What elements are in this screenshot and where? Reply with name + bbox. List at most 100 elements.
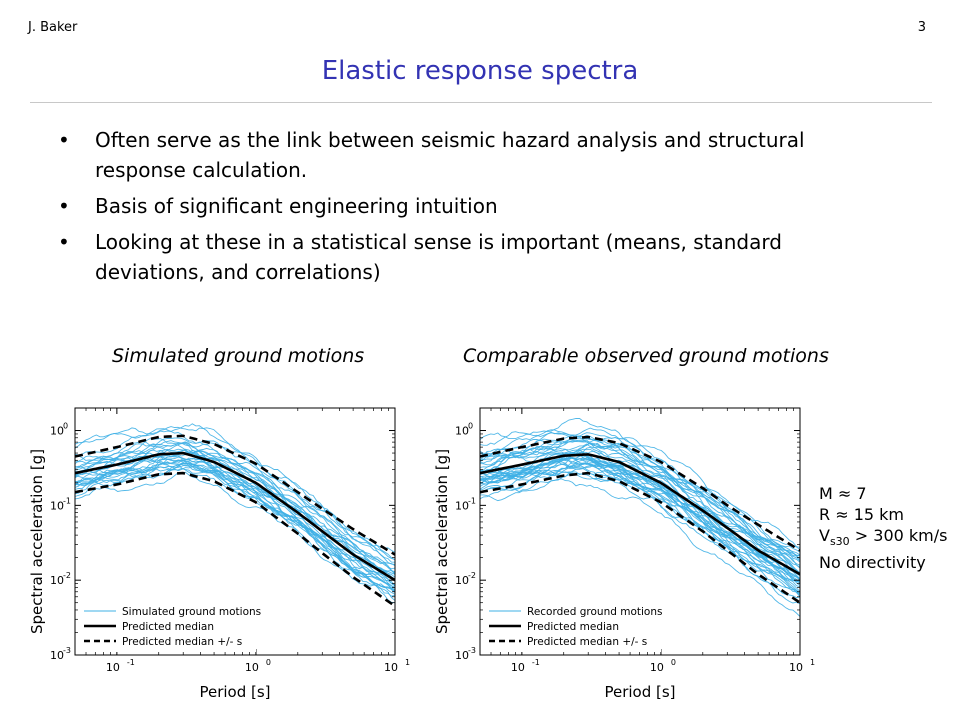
- y-tick-exponent: -2: [468, 571, 476, 580]
- bullet-item: • Looking at these in a statistical sense…: [58, 227, 898, 287]
- record-curve: [75, 423, 395, 553]
- record-curve: [480, 417, 800, 548]
- bullet-icon: •: [58, 230, 70, 254]
- record-curve: [75, 464, 395, 593]
- author-label: J. Baker: [28, 20, 78, 35]
- minus-sigma-line: [480, 471, 800, 604]
- plot-curves: [75, 423, 395, 608]
- y-tick-label: 10: [455, 574, 469, 587]
- x-tick-exponent: 0: [671, 658, 676, 667]
- right-chart-caption: Comparable observed ground motions: [463, 345, 829, 367]
- median-line: [75, 451, 395, 582]
- record-curve: [75, 443, 395, 586]
- y-tick-exponent: -3: [468, 646, 476, 655]
- chart-legend: Simulated ground motions Predicted median…: [78, 600, 261, 652]
- magnitude-param: M ≈ 7: [819, 484, 867, 503]
- record-curve: [75, 449, 395, 566]
- bullet-text: Looking at these in a statistical sense …: [95, 230, 782, 284]
- x-tick-label: 10: [384, 661, 398, 674]
- x-tick-exponent: 0: [266, 658, 271, 667]
- record-curve: [480, 468, 800, 597]
- legend-entry: Predicted median +/- s: [527, 636, 647, 648]
- record-curve: [480, 435, 800, 569]
- directivity-param: No directivity: [819, 553, 926, 573]
- y-tick-label: 10: [455, 649, 469, 662]
- distance-param: R ≈ 15 km: [819, 505, 904, 524]
- y-tick-exponent: 0: [63, 422, 68, 431]
- axes-box: [74, 407, 396, 656]
- y-tick-exponent: -3: [63, 646, 71, 655]
- legend-entry: Predicted median: [527, 621, 619, 633]
- record-curve: [480, 471, 800, 605]
- y-tick-exponent: 0: [468, 422, 473, 431]
- x-tick-exponent: -1: [532, 658, 540, 667]
- x-axis-label: Period [s]: [604, 683, 675, 701]
- record-curve: [480, 437, 800, 556]
- left-chart-caption: Simulated ground motions: [112, 345, 365, 367]
- bullet-list: • Often serve as the link between seismic…: [58, 125, 898, 293]
- plus-sigma-line: [75, 434, 395, 556]
- title-divider: [30, 102, 932, 103]
- record-curve: [75, 471, 395, 601]
- record-curve: [480, 429, 800, 550]
- y-tick-label: 10: [50, 499, 64, 512]
- record-curve: [75, 438, 395, 580]
- scenario-parameters: M ≈ 7 R ≈ 15 km Vs30 > 300 km/s No direc…: [819, 483, 947, 573]
- x-tick-exponent: 1: [810, 658, 815, 667]
- chart-legend: Recorded ground motions Predicted median P…: [483, 600, 662, 652]
- legend-entry: Predicted median: [122, 621, 214, 633]
- bullet-text: Often serve as the link between seismic …: [95, 128, 805, 182]
- median-line: [480, 453, 800, 576]
- vs30-value: > 300 km/s: [849, 526, 948, 545]
- record-curve: [75, 457, 395, 575]
- record-curve: [75, 456, 395, 597]
- record-curve: [75, 455, 395, 592]
- record-curve: [480, 427, 800, 556]
- slide-title: Elastic response spectra: [321, 56, 639, 86]
- x-tick-exponent: 1: [405, 658, 410, 667]
- legend-entry: Simulated ground motions: [122, 606, 261, 618]
- vs30-param: Vs30 > 300 km/s: [819, 525, 947, 552]
- y-tick-label: 10: [50, 425, 64, 438]
- x-axis-label: Period [s]: [199, 683, 270, 701]
- axes-box: [479, 407, 801, 656]
- page-number: 3: [917, 20, 926, 35]
- vs30-subscript: s30: [829, 535, 850, 549]
- minus-sigma-line: [75, 471, 395, 608]
- y-tick-label: 10: [455, 425, 469, 438]
- y-tick-exponent: -1: [468, 496, 476, 505]
- bullet-icon: •: [58, 194, 70, 218]
- y-tick-exponent: -1: [63, 496, 71, 505]
- y-axis-label: Spectral acceleration [g]: [28, 449, 46, 634]
- record-curve: [480, 472, 800, 595]
- record-curve: [480, 452, 800, 574]
- bullet-text: Basis of significant engineering intuiti…: [95, 194, 498, 218]
- record-curve: [480, 478, 800, 617]
- x-tick-label: 10: [106, 661, 120, 674]
- x-tick-exponent: -1: [127, 658, 135, 667]
- y-tick-exponent: -2: [63, 571, 71, 580]
- plot-curves: [480, 417, 800, 617]
- record-curve: [75, 437, 395, 561]
- record-curve: [480, 465, 800, 584]
- record-curve: [75, 454, 395, 586]
- bullet-icon: •: [58, 128, 70, 152]
- bullet-item: • Often serve as the link between seismic…: [58, 125, 898, 185]
- record-curve: [75, 461, 395, 604]
- record-curve: [480, 462, 800, 592]
- bullet-item: • Basis of significant engineering intuit…: [58, 191, 898, 221]
- legend-entry: Predicted median +/- s: [122, 636, 242, 648]
- x-tick-label: 10: [789, 661, 803, 674]
- legend-entry: Recorded ground motions: [527, 606, 662, 618]
- x-tick-label: 10: [245, 661, 259, 674]
- record-curve: [480, 442, 800, 553]
- y-axis-label: Spectral acceleration [g]: [433, 449, 451, 634]
- x-tick-label: 10: [511, 661, 525, 674]
- y-tick-label: 10: [455, 499, 469, 512]
- vs30-symbol: V: [819, 526, 830, 545]
- y-tick-label: 10: [50, 649, 64, 662]
- plus-sigma-line: [480, 435, 800, 552]
- x-tick-label: 10: [650, 661, 664, 674]
